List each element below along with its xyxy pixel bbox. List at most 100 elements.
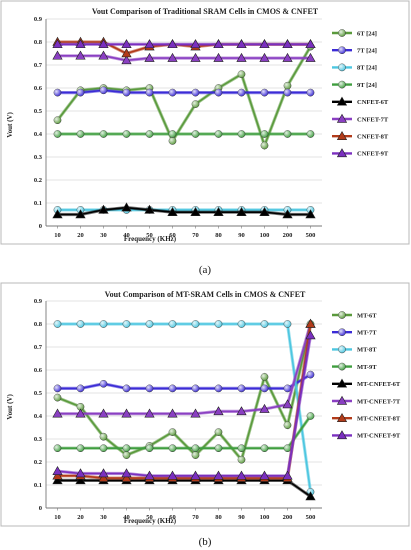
chart-b-series-mt-8t-point-50-shine [145, 320, 154, 328]
chart-b-series-mt-8t-point-20-shine [76, 320, 85, 328]
chart-a-series-9t-24-point-30 [99, 130, 108, 138]
chart-a-series-7t-24-point-50-shine [145, 89, 154, 97]
chart-b-legend-mt-8t-swatch-marker-shine [338, 345, 346, 353]
chart-a-legend-cnfet-9t-label: CNFET-9T [357, 151, 389, 158]
chart-a-ytick-0-5: 0.5 [34, 108, 43, 115]
chart-b-series-mt-cnfet-7t-point-70 [190, 408, 201, 418]
chart-a-series-cnfet-9t [52, 39, 316, 49]
chart-a-legend-cnfet-9t: CNFET-9T [332, 148, 389, 158]
chart-a-legend-7t-24-swatch-marker [338, 46, 346, 55]
chart-b-series-mt-7t-point-100-shine [260, 384, 269, 392]
chart-b-series-mt-cnfet-9t-point-10 [52, 465, 63, 475]
chart-b-series-mt-7t-point-10-shine [53, 384, 62, 392]
chart-a-xtick-80: 80 [215, 232, 222, 239]
chart-a-series-cnfet-9t-point-50 [144, 39, 155, 49]
chart-a-series-cnfet-7t-point-100 [259, 52, 270, 62]
chart-a-xtick-60: 60 [169, 232, 176, 239]
chart-b-series-mt-9t-point-30-shine [99, 444, 108, 452]
chart-b-series-mt-6t-point-90-shine [237, 456, 246, 464]
chart-a-series-6t-24-point-10 [53, 116, 62, 125]
chart-a-series-cnfet-7t-point-500 [305, 52, 316, 62]
chart-a-series-cnfet-6t-point-30 [98, 204, 109, 214]
chart-b-legend-mt-9t-swatch-marker-shine [338, 363, 346, 371]
chart-b-legend-mt-cnfet-6t: MT-CNFET-6T [332, 378, 401, 388]
chart-a-ylabel: Vout (V) [6, 112, 14, 138]
chart-a-series-7t-24-point-70-shine [191, 89, 200, 97]
chart-b-series-mt-8t-point-40-shine [122, 320, 131, 328]
chart-b-series-mt-6t-point-90 [237, 455, 246, 464]
chart-a-series-7t-24-point-20 [76, 88, 85, 97]
chart-a-series-9t-24-point-100-shine [260, 130, 269, 138]
chart-b-series-mt-cnfet-8t-point-30 [98, 472, 109, 482]
chart-a-series-6t-24-point-100 [260, 141, 269, 150]
chart-a-series-6t-24-point-90 [237, 70, 246, 79]
chart-b-xtick-90: 90 [238, 514, 245, 521]
chart-b-series-mt-cnfet-9t-point-100 [259, 470, 270, 480]
caption-a: (a) [199, 264, 212, 276]
chart-b-series-mt-7t [53, 370, 315, 393]
chart-a-series-cnfet-7t-point-50 [144, 52, 155, 62]
chart-a-series-cnfet-6t-point-50 [144, 204, 155, 214]
chart-a-series-cnfet-8t-point-40 [121, 48, 132, 58]
chart-a-series-7t-24-point-80 [214, 88, 223, 97]
chart-b-series-mt-9t-point-10-shine [53, 444, 62, 452]
chart-b-series-mt-cnfet-7t-point-30 [98, 408, 109, 418]
chart-b-ytick-0: 0 [39, 505, 42, 512]
chart-b-series-mt-8t-point-200-shine [283, 320, 292, 328]
chart-a-series-7t-24-point-30 [99, 86, 108, 95]
chart-b-series-mt-8t-point-90-shine [237, 320, 246, 328]
chart-a-series-9t-24-point-50 [145, 130, 154, 138]
chart-b-series-mt-7t-point-20 [76, 384, 85, 393]
chart-a-ytick-0-8: 0.8 [34, 39, 43, 46]
chart-a-series-6t-24-point-90-shine [237, 70, 246, 78]
chart-a-series-9t-24-point-90 [237, 130, 246, 138]
chart-b-series-mt-6t-point-10-shine [53, 394, 62, 402]
chart-a-series-7t-24-point-50 [145, 88, 154, 97]
chart-a-series-cnfet-7t-point-70 [190, 52, 201, 62]
chart-a-series-8t-24-point-500 [306, 206, 315, 214]
chart-a-series-7t-24 [53, 86, 315, 97]
chart-a-xtick-50: 50 [146, 232, 153, 239]
chart-a-series-7t-24-point-60-shine [168, 89, 177, 97]
chart-b-series-mt-9t-point-90-shine [237, 444, 246, 452]
chart-b-series-mt-8t-point-70 [191, 320, 200, 328]
chart-b-series-mt-7t-point-60 [168, 384, 177, 393]
chart-a-xtick-40: 40 [123, 232, 130, 239]
chart-a-xtick-100: 100 [260, 232, 270, 239]
chart-b-series-mt-7t-point-50-shine [145, 384, 154, 392]
chart-a-series-7t-24-point-10-shine [53, 89, 62, 97]
chart-b-series-mt-9t-point-20-shine [76, 444, 85, 452]
chart-a-legend-7t-24: 7T [24] [332, 46, 377, 55]
chart-a-series-9t-24-point-30-shine [99, 130, 108, 138]
chart-a-legend-6t-24: 6T [24] [332, 29, 377, 37]
chart-b-xtick-200: 200 [283, 514, 293, 521]
chart-a-series-6t-24-point-200 [283, 81, 292, 90]
chart-b-series-mt-cnfet-9t-point-40 [121, 468, 132, 478]
chart-b-series-mt-cnfet-9t-point-20 [75, 468, 86, 478]
chart-a-series-cnfet-9t-point-90 [236, 39, 247, 49]
chart-a-series-cnfet-6t-point-10 [52, 209, 63, 219]
chart-a-plot: 0 0.1 0.2 0.3 0.4 0.5 0.6 0.7 0.8 0.9 10 20 30 40 50 60… [34, 16, 322, 239]
chart-a-series-7t-24-point-500-shine [306, 89, 315, 97]
chart-b-legend-mt-9t-label: MT-9T [357, 364, 377, 371]
chart-a-series-cnfet-9t-point-80 [213, 39, 224, 49]
chart-a-legend-7t-24-swatch-marker-shine [338, 46, 346, 54]
chart-a-series-9t-24-point-20-shine [76, 130, 85, 138]
chart-a-series-cnfet-7t-point-10 [52, 50, 63, 60]
chart-a-legend-cnfet-8t-swatch-marker [336, 130, 348, 140]
chart-a-series-9t-24-point-50-shine [145, 130, 154, 138]
chart-b-series-mt-cnfet-9t-point-500 [305, 330, 316, 340]
chart-b-series-mt-9t-point-70-shine [191, 444, 200, 452]
chart-a-series-cnfet-6t-point-500 [305, 209, 316, 219]
chart-b-series-mt-cnfet-8t-point-40 [121, 472, 132, 482]
chart-a-series-6t-24-point-60 [168, 137, 177, 145]
chart-a-series-9t-24-point-40 [122, 130, 131, 138]
chart-a-series-cnfet-7t-point-40 [121, 55, 132, 65]
chart-b-series-mt-cnfet-7t-point-40 [121, 408, 132, 418]
chart-a-series-7t-24-point-80-shine [214, 89, 223, 97]
chart-a-series-9t-24-point-200-shine [283, 130, 292, 138]
chart-b-series-mt-cnfet-6t-point-500 [305, 491, 316, 501]
chart-a-series-9t-24-point-70 [191, 130, 200, 138]
chart-a-ytick-0-9: 0.9 [34, 16, 43, 23]
